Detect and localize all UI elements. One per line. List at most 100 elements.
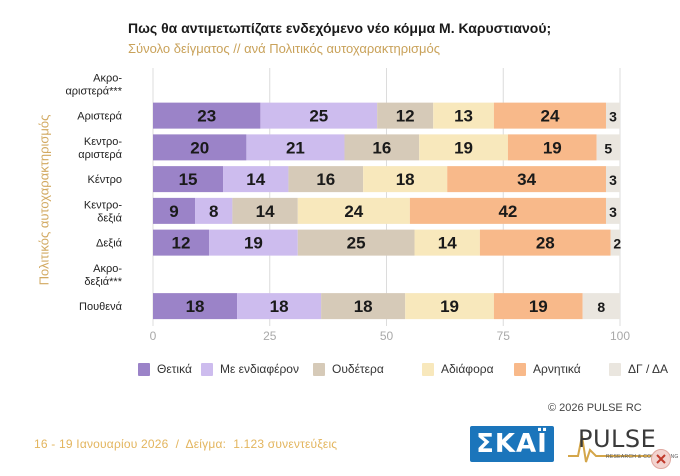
legend-label: Αδιάφορα	[441, 362, 494, 376]
data-label: 3	[609, 172, 617, 188]
legend-swatch	[422, 362, 434, 376]
category-label: Δεξιά	[96, 238, 123, 250]
bar-segment	[246, 134, 345, 161]
data-label: 3	[609, 204, 617, 220]
bar-segment	[260, 102, 378, 129]
legend: Θετικά Με ενδιαφέρον Ουδέτερα Αδιάφορα Αρνητ…	[138, 361, 668, 379]
x-tick-label: 0	[150, 329, 157, 343]
legend-label: Με ενδιαφέρον	[220, 362, 299, 376]
legend-swatch	[609, 362, 621, 376]
data-label: 34	[517, 170, 536, 189]
bar-segment	[363, 166, 448, 193]
pulse-logo: PULSE RESEARCH & CONSULTING	[566, 425, 678, 466]
category-label: Κέντρο	[88, 174, 122, 186]
bar-segment	[153, 134, 247, 161]
bar-segment	[297, 197, 410, 224]
bar-segment	[195, 197, 233, 224]
data-label: 19	[529, 297, 548, 316]
bar-segment	[605, 166, 620, 193]
data-label: 18	[186, 297, 205, 316]
category-label: Ακρο-αριστερά***	[65, 72, 122, 97]
bar-segment	[237, 293, 322, 320]
data-label: 20	[190, 138, 209, 157]
data-label: 19	[454, 138, 473, 157]
category-label: Αριστερά	[77, 111, 122, 123]
close-icon[interactable]	[651, 449, 671, 469]
bar-segment	[605, 102, 620, 129]
legend-swatch	[138, 362, 150, 376]
legend-label: ΔΓ / ΔΑ	[628, 362, 668, 376]
chart-subtitle: Σύνολο δείγματος // ανά Πολιτικός αυτοχα…	[128, 41, 440, 56]
data-label: 18	[354, 297, 373, 316]
legend-item: ΔΓ / ΔΑ	[609, 361, 668, 377]
bar-segment	[447, 166, 606, 193]
bar-segment	[153, 166, 224, 193]
data-label: 24	[540, 107, 559, 126]
skai-logo: ΣΚΑΪ	[470, 426, 554, 462]
data-label: 14	[256, 202, 275, 221]
data-label: 19	[440, 297, 459, 316]
legend-item: Αδιάφορα	[422, 361, 494, 377]
bar-segment	[297, 229, 415, 256]
data-label: 15	[179, 170, 198, 189]
data-label: 8	[209, 202, 218, 221]
data-label: 14	[438, 234, 457, 253]
data-label: 28	[536, 234, 555, 253]
x-tick-label: 25	[263, 329, 277, 343]
bar-segment	[419, 134, 508, 161]
category-label: Πουθενά	[79, 301, 123, 313]
bar-segment	[232, 197, 298, 224]
legend-item: Θετικά	[138, 361, 192, 377]
data-label: 19	[244, 234, 263, 253]
bar-segment	[209, 229, 298, 256]
data-label: 23	[197, 107, 216, 126]
pulse-wave-icon	[568, 435, 670, 463]
bar-segment	[582, 293, 620, 320]
data-label: 24	[344, 202, 363, 221]
legend-swatch	[313, 362, 325, 376]
copyright-text: © 2026 PULSE RC	[548, 402, 642, 414]
legend-item: Αρνητικά	[514, 361, 581, 377]
bar-segment	[153, 293, 238, 320]
chart-title: Πως θα αντιμετωπίζατε ενδεχόμενο νέο κόμ…	[128, 20, 552, 36]
data-label: 8	[597, 299, 605, 315]
pulse-logo-tagline: RESEARCH & CONSULTING	[606, 454, 679, 460]
data-label: 12	[396, 107, 415, 126]
data-label: 16	[316, 170, 335, 189]
category-label: Κεντρο-δεξιά	[84, 199, 123, 224]
data-label: 42	[498, 202, 517, 221]
category-label: Ακρο-δεξιά***	[84, 263, 122, 288]
data-label: 21	[286, 138, 305, 157]
bar-segment	[344, 134, 420, 161]
data-label: 2	[613, 236, 621, 252]
survey-footnote: 16 - 19 Ιανουαρίου 2026 / Δείγμα: 1.123 …	[34, 437, 338, 451]
bar-segment	[433, 102, 494, 129]
bar-segment	[288, 166, 364, 193]
legend-swatch	[201, 362, 213, 376]
legend-label: Ουδέτερα	[332, 362, 384, 376]
data-label: 25	[309, 107, 328, 126]
bar-segment	[409, 197, 606, 224]
bar-segment	[493, 102, 606, 129]
legend-label: Θετικά	[157, 362, 192, 376]
bar-segment	[153, 102, 261, 129]
data-label: 25	[347, 234, 366, 253]
data-label: 19	[543, 138, 562, 157]
data-label: 5	[604, 140, 612, 156]
bar-segment	[479, 229, 611, 256]
data-label: 14	[246, 170, 265, 189]
pulse-logo-word: PULSE	[578, 425, 657, 453]
legend-item: Με ενδιαφέρον	[201, 361, 299, 377]
bar-segment	[414, 229, 480, 256]
data-label: 16	[372, 138, 391, 157]
data-label: 12	[172, 234, 191, 253]
bar-segment	[610, 229, 620, 256]
bar-segment	[153, 229, 210, 256]
legend-label: Αρνητικά	[533, 362, 581, 376]
data-label: 13	[454, 107, 473, 126]
bar-segment	[153, 197, 196, 224]
bar-segment	[493, 293, 583, 320]
bar-segment	[596, 134, 620, 161]
category-label: Κεντρο-αριστερά	[78, 136, 122, 161]
